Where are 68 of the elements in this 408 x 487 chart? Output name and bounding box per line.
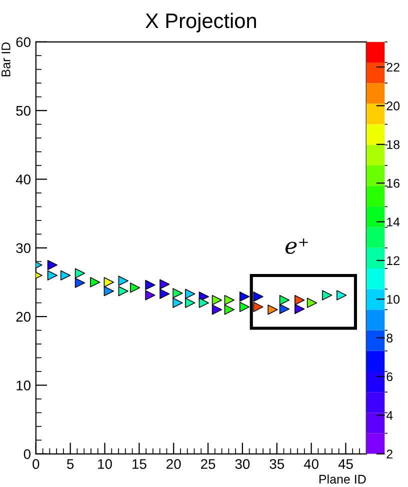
x-tick-label: 30 [235, 459, 250, 469]
color-bar-label: 2 [386, 450, 392, 458]
point [336, 290, 347, 300]
point [294, 304, 305, 314]
point [322, 290, 332, 300]
x-tick-label: 45 [338, 459, 353, 469]
color-bar-label: 12 [387, 256, 400, 265]
color-bar-label: 10 [387, 294, 400, 304]
point [118, 276, 128, 286]
point [47, 260, 58, 270]
point [239, 292, 250, 302]
y-tick-label: 40 [16, 174, 30, 184]
chart-title: X Projection [145, 12, 256, 32]
point [185, 288, 196, 299]
color-bar-label: 22 [386, 62, 400, 72]
point [160, 288, 170, 299]
point [253, 292, 264, 302]
point [294, 294, 305, 306]
point [306, 298, 318, 308]
y-tick-label: 0 [24, 449, 30, 460]
y-tick-label: 20 [16, 312, 30, 322]
point [198, 298, 209, 308]
point [145, 290, 156, 300]
point [253, 302, 264, 312]
y-tick-label: 50 [16, 106, 30, 116]
color-bar-label: 8 [386, 334, 393, 342]
point [239, 302, 250, 312]
point [172, 288, 183, 298]
point [104, 277, 114, 288]
color-bar-label: 14 [387, 218, 400, 226]
color-bar-label: 4 [386, 411, 393, 420]
point [74, 268, 86, 278]
y-axis-title: Bar ID [2, 42, 10, 76]
annotation: e⁺ [285, 238, 308, 254]
point [185, 298, 196, 308]
point [172, 298, 183, 308]
x-tick-label: 40 [304, 459, 318, 469]
y-tick-label: 10 [16, 380, 30, 390]
point [130, 282, 140, 293]
point [90, 277, 100, 288]
point [279, 294, 290, 306]
point [74, 278, 86, 288]
x-tick-label: 10 [98, 459, 112, 469]
color-bar-label: 18 [387, 140, 400, 150]
point [145, 280, 156, 290]
x-axis-title: Plane ID [319, 474, 366, 484]
point [47, 270, 58, 280]
x-tick-label: 5 [67, 459, 74, 469]
x-tick-label: 35 [270, 459, 284, 469]
point [279, 304, 290, 314]
y-tick-label: 60 [16, 37, 30, 48]
point [224, 304, 234, 315]
color-bar-label: 16 [387, 178, 400, 188]
point [104, 286, 114, 296]
x-tick-label: 20 [166, 459, 181, 469]
color-bar-label: 6 [386, 372, 393, 382]
point [212, 304, 222, 315]
color-bar-label: 20 [386, 102, 400, 110]
point [268, 304, 278, 315]
point [60, 270, 71, 280]
point [118, 286, 128, 296]
point [212, 294, 222, 306]
y-tick-label: 30 [16, 243, 30, 254]
x-tick-label: 0 [32, 459, 40, 469]
point [224, 294, 234, 306]
x-tick-label: 15 [132, 459, 146, 469]
x-tick-label: 25 [201, 459, 216, 469]
point [160, 279, 170, 290]
